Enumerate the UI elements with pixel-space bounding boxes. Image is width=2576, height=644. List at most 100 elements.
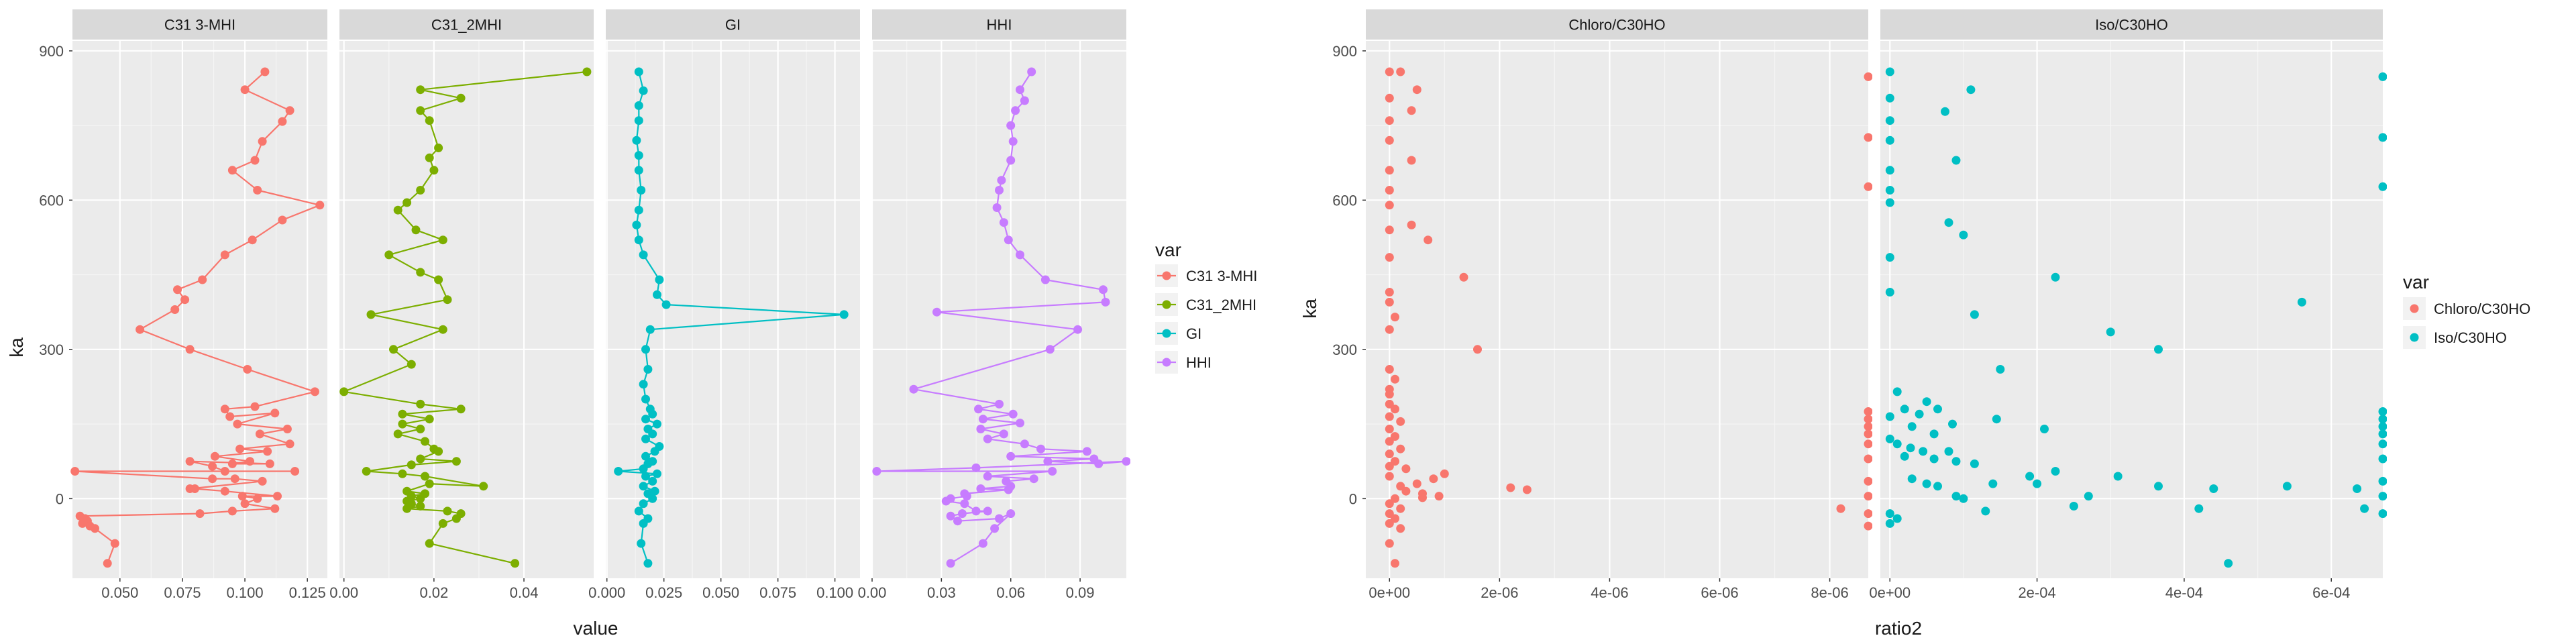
facet-panel-2: Iso/C30HO 0e+00 2e-04 4e-04 6e-04	[1869, 9, 2387, 601]
data-point	[220, 250, 229, 260]
data-point	[634, 101, 643, 110]
data-point	[1391, 405, 1399, 414]
facet-strip	[606, 9, 860, 40]
data-point	[443, 506, 452, 516]
series-line	[74, 71, 321, 564]
data-point	[1016, 419, 1024, 428]
data-point	[1473, 345, 1482, 354]
data-point	[1101, 297, 1110, 307]
x-tick-label: 0.00	[858, 584, 887, 601]
data-point	[999, 429, 1008, 439]
data-point	[270, 504, 280, 513]
data-point	[1864, 182, 1872, 191]
data-point	[995, 514, 1004, 523]
data-point	[416, 425, 425, 433]
data-point	[1885, 116, 1894, 125]
data-point	[995, 399, 1004, 409]
y-axis-ticks: 0 300 600 900	[1332, 43, 1366, 507]
data-point	[191, 484, 199, 493]
data-point	[411, 225, 421, 235]
data-point	[173, 285, 182, 294]
data-point	[1966, 85, 1976, 95]
data-point	[2378, 509, 2387, 519]
data-point	[1385, 539, 1394, 548]
panel-background	[1366, 41, 1868, 578]
data-point	[653, 469, 661, 478]
x-tick-label: 4e-06	[1591, 584, 1628, 601]
data-point	[983, 472, 992, 481]
y-tick-label: 600	[1332, 192, 1357, 209]
legend-label: C31 3-MHI	[1186, 268, 1257, 284]
x-tick-label: 0.100	[227, 584, 264, 601]
x-tick-label: 0.04	[510, 584, 539, 601]
data-point	[1006, 121, 1016, 130]
data-point	[1906, 443, 1915, 453]
data-point	[398, 469, 407, 478]
data-point	[253, 186, 262, 195]
x-tick-label: 0e+00	[1368, 584, 1410, 601]
data-point	[1385, 186, 1394, 195]
data-point	[1385, 412, 1394, 421]
data-point	[1429, 474, 1438, 484]
data-point	[1011, 106, 1020, 115]
legend-items: C31 3-MHI C31_2MHI GI HHI	[1155, 264, 1257, 374]
data-point	[1043, 457, 1053, 466]
data-point	[1385, 449, 1394, 459]
data-point	[243, 365, 252, 374]
data-point	[2378, 422, 2387, 431]
data-point	[1959, 494, 1968, 503]
data-point	[1006, 451, 1016, 461]
data-point	[1922, 397, 1931, 407]
data-point	[1933, 405, 1942, 414]
x-tick-label: 0.075	[759, 584, 796, 601]
data-point	[1900, 405, 1909, 414]
scatter-chart-facets: ka ratio2 0 300 600 900 Chloro/C30HO 0e+00 2e…	[1299, 9, 2530, 639]
panel-background	[339, 41, 594, 578]
data-point	[1073, 325, 1083, 334]
data-point	[639, 482, 648, 491]
data-point	[407, 460, 416, 470]
y-tick-label: 0	[1349, 490, 1357, 507]
data-point	[416, 186, 425, 195]
data-point	[932, 307, 941, 317]
data-point	[1959, 230, 1968, 239]
data-point	[634, 506, 643, 516]
data-point	[1396, 417, 1405, 426]
data-point	[1385, 116, 1394, 125]
data-point	[429, 166, 439, 175]
data-point	[1082, 447, 1091, 456]
data-point	[1385, 67, 1394, 76]
data-point	[2378, 133, 2387, 142]
data-point	[1396, 444, 1405, 453]
data-point	[1970, 310, 1979, 319]
data-point	[1836, 504, 1845, 513]
data-point	[1385, 225, 1394, 235]
data-point	[1885, 509, 1894, 519]
legend-label: Iso/C30HO	[2434, 329, 2507, 346]
data-point	[1996, 365, 2005, 374]
data-point	[443, 295, 452, 305]
legend-key	[1155, 351, 1178, 374]
line-chart-facets: ka value 0 300 600 900 C31 3-MHI 0.050 0.075 0…	[6, 9, 1257, 639]
data-point	[227, 459, 237, 468]
data-point	[1016, 250, 1024, 260]
data-point	[1006, 156, 1016, 165]
facet-strip-label: GI	[725, 17, 741, 34]
data-point	[235, 444, 245, 453]
data-point	[641, 394, 650, 404]
data-point	[421, 472, 429, 481]
facet-panels: Chloro/C30HO 0e+00 2e-06 4e-06 6e-06 8e-06 Iso…	[1366, 9, 2387, 601]
data-layer	[1385, 67, 1872, 568]
legend-point-swatch	[2410, 304, 2419, 313]
data-point	[2297, 297, 2306, 307]
data-point	[974, 405, 983, 414]
data-point	[1885, 93, 1894, 103]
panel-background	[72, 41, 327, 578]
data-point	[1412, 479, 1421, 488]
data-point	[641, 345, 650, 354]
data-point	[2378, 415, 2387, 424]
data-point	[1385, 201, 1394, 210]
data-point	[1006, 509, 1016, 519]
data-point	[2051, 467, 2060, 476]
data-point	[997, 176, 1006, 185]
